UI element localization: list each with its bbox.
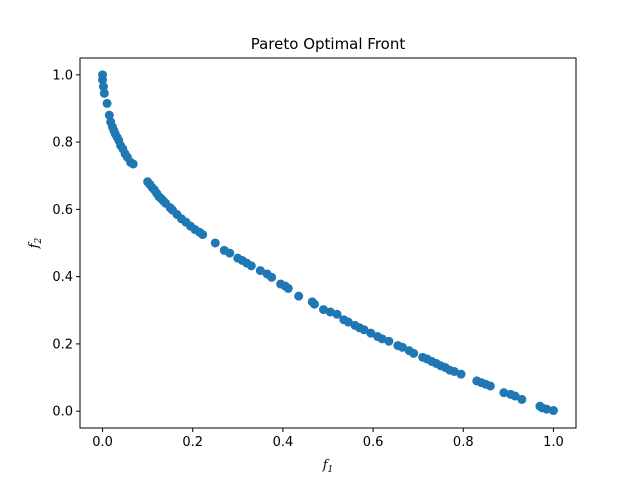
data-point — [198, 230, 208, 240]
data-point — [332, 309, 342, 319]
data-point — [499, 388, 509, 398]
data-point — [542, 404, 552, 414]
data-point — [225, 248, 235, 258]
x-tick-label: 0.2 — [182, 435, 203, 450]
y-tick-label: 0.6 — [52, 203, 73, 218]
data-point — [104, 110, 114, 120]
data-point — [99, 88, 109, 98]
y-axis-label: f2 — [27, 237, 44, 249]
data-point — [255, 266, 265, 276]
data-point — [397, 342, 407, 352]
y-tick-label: 0.4 — [52, 270, 73, 285]
x-axis-label-sub: 1 — [328, 465, 334, 475]
data-point — [283, 283, 293, 293]
data-point — [510, 391, 520, 401]
data-point — [449, 366, 459, 376]
y-tick-label: 0.8 — [52, 136, 73, 151]
x-axis-label: f1 — [322, 458, 334, 475]
data-point — [548, 406, 558, 416]
y-tick-label: 1.0 — [52, 68, 73, 83]
y-tick-label: 0.2 — [52, 337, 73, 352]
data-point — [102, 98, 112, 108]
y-axis-label-sub: 2 — [34, 237, 44, 244]
x-axis-ticks: 0.0 0.2 0.4 0.6 0.8 1.0 — [92, 428, 564, 450]
data-point — [128, 159, 138, 169]
y-axis-label-main: f — [27, 241, 42, 249]
data-point — [409, 348, 419, 358]
chart-title: Pareto Optimal Front — [251, 35, 406, 53]
x-tick-label: 0.6 — [363, 435, 384, 450]
data-point — [318, 305, 328, 315]
data-point — [359, 325, 369, 335]
data-point — [325, 307, 335, 317]
data-point — [456, 369, 466, 379]
data-point — [98, 75, 108, 85]
axes-frame — [79, 57, 577, 429]
x-axis-label-main: f — [322, 458, 330, 473]
data-point — [267, 272, 277, 282]
data-point — [517, 394, 527, 404]
data-point — [485, 381, 495, 391]
y-tick-label: 0.0 — [52, 405, 73, 420]
data-points — [98, 70, 558, 416]
data-point — [309, 299, 319, 309]
data-point — [294, 291, 304, 301]
data-point — [246, 261, 256, 271]
x-tick-label: 1.0 — [543, 435, 564, 450]
data-point — [384, 336, 394, 346]
data-point — [366, 328, 376, 338]
data-point — [98, 82, 108, 92]
x-tick-label: 0.0 — [92, 435, 113, 450]
data-point — [210, 238, 220, 248]
x-tick-label: 0.8 — [453, 435, 474, 450]
data-point — [377, 334, 387, 344]
x-tick-label: 0.4 — [273, 435, 294, 450]
y-axis-ticks: 0.0 0.2 0.4 0.6 0.8 1.0 — [52, 68, 80, 420]
data-point — [343, 317, 353, 327]
